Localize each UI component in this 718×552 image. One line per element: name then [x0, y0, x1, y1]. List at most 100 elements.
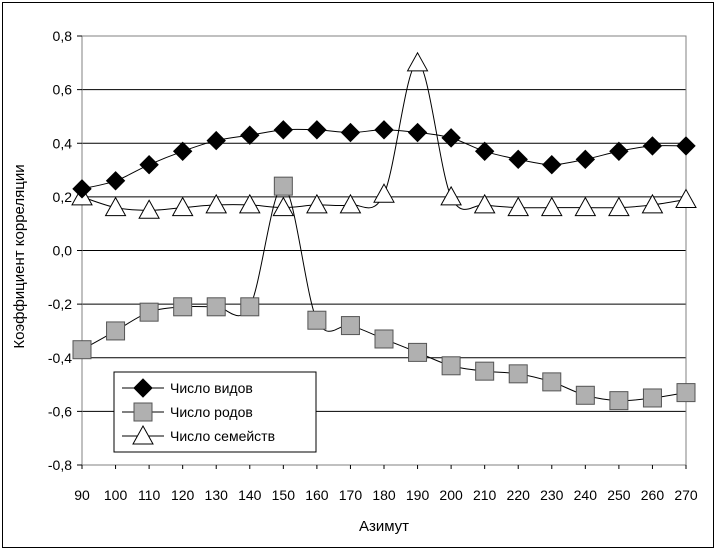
x-tick-label: 100	[104, 487, 128, 503]
data-point	[173, 297, 193, 317]
data-point	[339, 193, 362, 214]
data-point	[206, 297, 226, 317]
data-point	[676, 383, 696, 403]
x-tick-label: 90	[74, 487, 90, 503]
data-point	[273, 120, 294, 140]
data-point	[441, 128, 461, 148]
data-point	[609, 391, 629, 411]
data-point	[273, 176, 293, 196]
data-point	[642, 388, 662, 408]
data-point	[307, 310, 327, 330]
legend: Число видов Число родов Число семейств	[113, 371, 317, 453]
series-line	[81, 185, 687, 402]
y-tick-label: -0,4	[48, 350, 72, 366]
data-point	[441, 356, 461, 376]
data-point	[508, 364, 528, 384]
data-point	[105, 171, 126, 191]
x-tick-label: 210	[473, 487, 497, 503]
y-tick-label: -0,2	[48, 296, 72, 312]
data-point	[138, 199, 160, 219]
data-point	[171, 196, 194, 217]
legend-label: Число семейств	[170, 428, 275, 444]
data-point	[440, 185, 462, 206]
legend-marker	[132, 424, 154, 445]
y-tick-label: 0,0	[53, 243, 73, 259]
data-point	[205, 193, 228, 214]
data-point	[608, 196, 630, 217]
x-tick-label: 170	[339, 487, 363, 503]
series-square	[72, 176, 696, 411]
data-point	[473, 193, 496, 214]
data-point	[340, 122, 361, 143]
data-point	[307, 120, 327, 140]
data-point	[340, 316, 360, 336]
x-tick-label: 160	[305, 487, 329, 503]
x-tick-label: 140	[238, 487, 262, 503]
data-point	[172, 141, 193, 162]
data-point	[374, 329, 394, 349]
series-diamond	[72, 120, 696, 199]
series-layer	[71, 51, 697, 411]
y-axis-title: Коэффициент корреляции	[11, 164, 28, 348]
data-point	[240, 125, 260, 145]
data-point	[474, 141, 495, 162]
data-point	[206, 130, 226, 151]
data-point	[508, 149, 528, 170]
legend-marker	[133, 402, 153, 422]
data-point	[609, 141, 629, 162]
data-point	[507, 196, 530, 217]
data-point	[575, 149, 596, 170]
data-point	[407, 122, 428, 143]
legend-marker	[133, 378, 153, 398]
x-tick-label: 250	[607, 487, 631, 503]
data-point	[542, 372, 562, 392]
y-tick-label: 0,2	[53, 189, 73, 205]
x-tick-label: 180	[372, 487, 396, 503]
x-tick-label: 110	[138, 487, 161, 503]
data-point	[72, 179, 92, 199]
x-tick-label: 190	[406, 487, 430, 503]
x-tick-label: 270	[674, 487, 698, 503]
data-point	[374, 120, 394, 140]
data-point	[240, 297, 260, 317]
data-point	[238, 193, 261, 214]
data-point	[139, 154, 159, 175]
x-tick-label: 230	[540, 487, 564, 503]
data-point	[574, 196, 597, 217]
data-point	[542, 154, 562, 175]
data-point	[72, 340, 92, 360]
data-point	[408, 342, 428, 362]
x-tick-label: 130	[205, 487, 229, 503]
x-tick-label: 240	[574, 487, 598, 503]
data-point	[106, 321, 126, 341]
data-point	[272, 196, 295, 217]
data-point	[475, 361, 495, 381]
legend-label: Число родов	[170, 404, 253, 420]
x-tick-label: 200	[439, 487, 463, 503]
y-tick-label: -0,8	[48, 457, 72, 473]
data-point	[642, 136, 663, 156]
data-point	[575, 385, 595, 405]
x-tick-label: 120	[171, 487, 195, 503]
data-point	[373, 183, 395, 203]
data-point	[406, 51, 429, 72]
data-point	[306, 193, 328, 214]
data-point	[675, 188, 697, 209]
y-tick-label: 0,8	[53, 28, 73, 44]
data-point	[540, 196, 563, 217]
data-point	[676, 136, 696, 156]
x-axis-ticks: 90 100 110 120 130 140 150 160 170 180 190 200 210 22…	[74, 465, 698, 503]
x-tick-label: 150	[272, 487, 296, 503]
y-axis-ticks: 0,8 0,6 0,4 0,2 0,0 -0,2 -0,4 -0,6 -0,8	[48, 28, 82, 473]
x-tick-label: 220	[507, 487, 531, 503]
y-tick-label: -0,6	[48, 403, 72, 419]
data-point	[104, 196, 127, 217]
y-tick-label: 0,4	[53, 135, 73, 151]
series-triangle	[71, 51, 697, 219]
x-axis-title: Азимут	[359, 518, 409, 535]
y-tick-label: 0,6	[53, 82, 73, 98]
legend-label: Число видов	[170, 380, 253, 396]
x-tick-label: 260	[641, 487, 665, 503]
